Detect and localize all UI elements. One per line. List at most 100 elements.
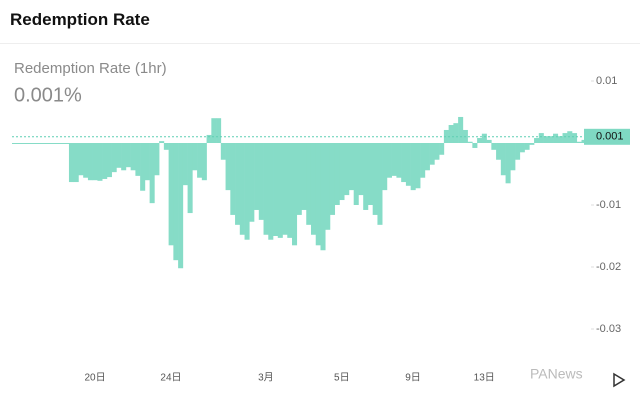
bar	[292, 143, 298, 246]
bar	[339, 143, 345, 201]
bar	[268, 143, 274, 240]
x-tick-label: 24日	[160, 373, 181, 384]
bar	[263, 143, 269, 235]
bar	[358, 143, 364, 196]
bar	[386, 143, 392, 178]
bar	[557, 136, 563, 143]
headline-value: 0.001%	[14, 84, 82, 106]
bar	[159, 141, 165, 143]
bar	[230, 143, 236, 215]
bar	[97, 143, 103, 181]
bar	[135, 143, 141, 176]
bar	[244, 143, 250, 240]
bar	[491, 143, 497, 150]
header-title: Redemption Rate	[10, 10, 150, 29]
header: Redemption Rate	[0, 0, 640, 44]
bar	[553, 133, 559, 143]
bar	[424, 143, 430, 171]
bar	[410, 143, 416, 191]
bar	[434, 143, 440, 160]
bar	[235, 143, 241, 225]
bar	[163, 143, 169, 150]
bar	[458, 116, 464, 143]
bar	[121, 143, 127, 171]
bar	[572, 133, 578, 143]
bar	[420, 143, 426, 178]
bar	[149, 143, 155, 204]
bar	[178, 143, 184, 269]
bar	[54, 143, 60, 144]
bar	[348, 143, 355, 191]
bar	[344, 143, 350, 196]
current-value-badge	[584, 128, 630, 145]
y-tick-label: -0.03	[596, 323, 621, 335]
bar	[534, 138, 540, 143]
bar	[282, 143, 288, 235]
bar	[83, 143, 89, 178]
bar	[273, 143, 279, 236]
bar	[439, 143, 445, 155]
bar	[68, 143, 74, 183]
bar	[315, 143, 321, 246]
bar	[519, 143, 525, 153]
bar	[562, 133, 568, 143]
bar	[225, 143, 231, 191]
bar	[363, 143, 369, 210]
bar	[111, 143, 117, 173]
bar	[310, 143, 317, 235]
bar	[467, 141, 473, 143]
bar	[277, 143, 283, 238]
x-tick-label: 13日	[474, 373, 495, 384]
bar	[524, 143, 530, 150]
bar	[206, 134, 212, 143]
x-tick-label: 20日	[84, 373, 105, 384]
bar	[377, 143, 383, 225]
bar	[16, 143, 22, 144]
bar	[258, 143, 264, 220]
bar	[197, 143, 203, 178]
y-tick-label: -0.01	[596, 199, 621, 211]
bar	[505, 143, 511, 184]
bar	[396, 143, 402, 178]
bar	[73, 143, 79, 183]
bar	[325, 143, 331, 230]
bar	[116, 143, 122, 168]
bar	[415, 143, 421, 189]
bar	[405, 143, 411, 186]
bar	[220, 143, 226, 160]
bar	[448, 125, 454, 143]
bar	[429, 143, 435, 165]
bar	[543, 136, 549, 143]
bar	[125, 143, 131, 168]
bar	[372, 143, 378, 215]
bar	[182, 143, 188, 186]
bar	[576, 141, 582, 143]
bar	[249, 143, 255, 222]
bar	[92, 143, 98, 181]
bar	[140, 143, 146, 191]
bar	[301, 143, 307, 210]
bar	[254, 143, 260, 210]
bar	[443, 129, 449, 143]
bar	[211, 118, 217, 143]
watermark: PANews	[530, 366, 583, 382]
x-tick-label: 5日	[334, 373, 350, 384]
bar	[59, 143, 65, 144]
bar	[382, 143, 388, 191]
bar	[320, 143, 326, 251]
bar	[477, 138, 483, 143]
bar	[12, 143, 18, 144]
bar	[481, 133, 487, 143]
current-value-label: 0.001	[596, 131, 624, 143]
bar	[216, 118, 222, 143]
bar	[21, 143, 27, 144]
bar	[296, 143, 302, 215]
bar	[154, 143, 160, 176]
bar	[106, 143, 112, 178]
bar	[486, 139, 492, 143]
bar	[201, 143, 207, 181]
play-icon[interactable]	[613, 372, 626, 388]
bar	[391, 143, 397, 176]
